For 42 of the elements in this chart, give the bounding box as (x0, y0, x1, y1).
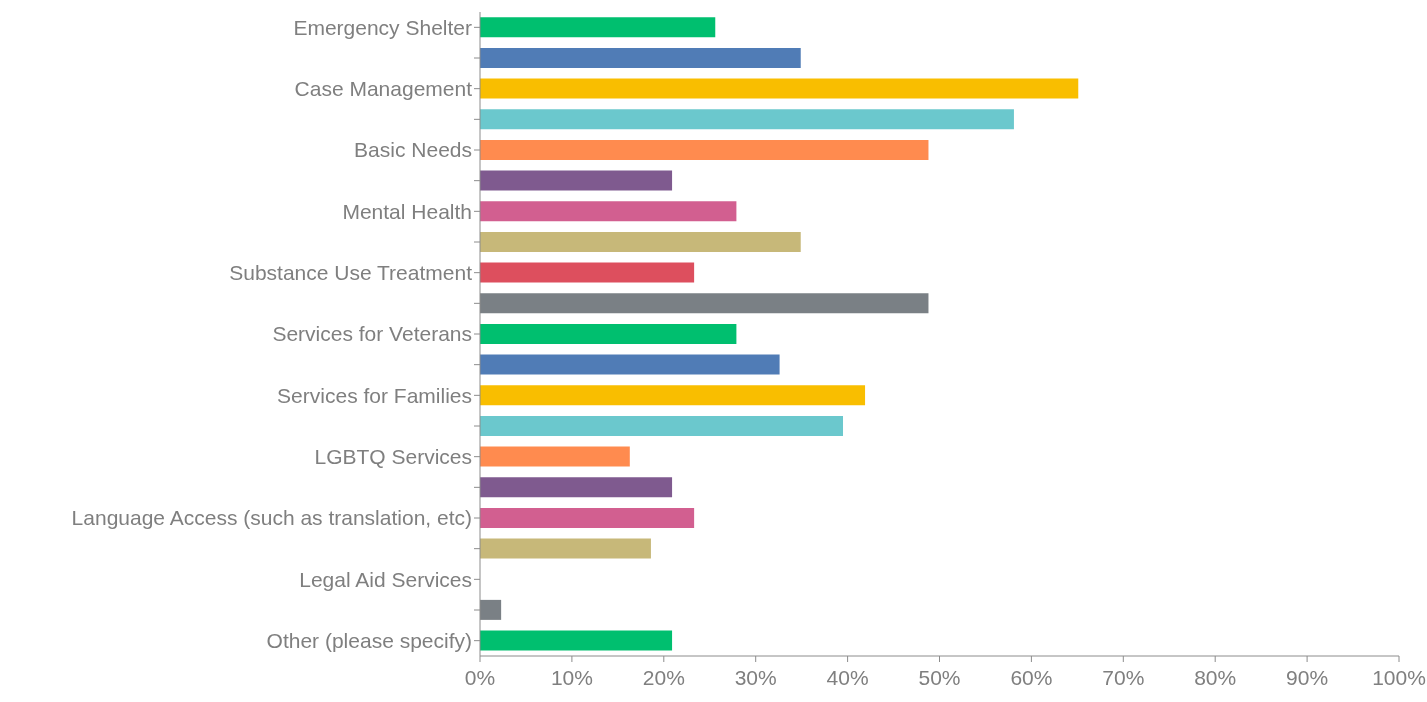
bar (480, 507, 695, 528)
bar (480, 78, 1079, 99)
bar (480, 538, 651, 559)
bar (480, 354, 780, 375)
x-tick-label: 40% (826, 665, 869, 689)
bar (480, 262, 695, 283)
x-tick-label: 80% (1194, 665, 1237, 689)
x-tick-label: 70% (1102, 665, 1145, 689)
bar (480, 17, 716, 38)
y-tick-label: Legal Aid Services (299, 567, 472, 591)
y-tick-label: Mental Health (342, 199, 472, 223)
x-tick-label: 0% (464, 665, 496, 689)
bar (480, 109, 1014, 130)
y-tick-label: Other (please specify) (266, 629, 472, 653)
bar (480, 630, 673, 651)
bar (480, 231, 801, 252)
bar (480, 323, 737, 344)
y-tick-label: LGBTQ Services (314, 445, 472, 469)
y-tick-label: Language Access (such as translation, etc) (71, 506, 472, 530)
bar (480, 170, 673, 191)
y-tick-label: Basic Needs (354, 138, 472, 162)
y-tick-label: Emergency Shelter (293, 15, 472, 39)
x-tick-label: 20% (642, 665, 685, 689)
bar (480, 446, 630, 467)
bar (480, 415, 844, 436)
bar (480, 385, 866, 406)
x-tick-label: 100% (1372, 665, 1426, 689)
x-tick-label: 30% (734, 665, 777, 689)
x-tick-label: 50% (918, 665, 961, 689)
bar (480, 139, 929, 160)
bar (480, 477, 673, 498)
bar (480, 293, 929, 314)
bar (480, 47, 801, 68)
x-tick-label: 10% (550, 665, 593, 689)
y-tick-label: Services for Families (277, 383, 472, 407)
y-tick-label: Services for Veterans (272, 322, 472, 346)
y-tick-label: Case Management (294, 77, 473, 101)
x-tick-label: 60% (1010, 665, 1053, 689)
y-tick-label: Substance Use Treatment (229, 261, 473, 285)
x-tick-label: 90% (1286, 665, 1329, 689)
bar (480, 201, 737, 222)
bar (480, 599, 502, 620)
